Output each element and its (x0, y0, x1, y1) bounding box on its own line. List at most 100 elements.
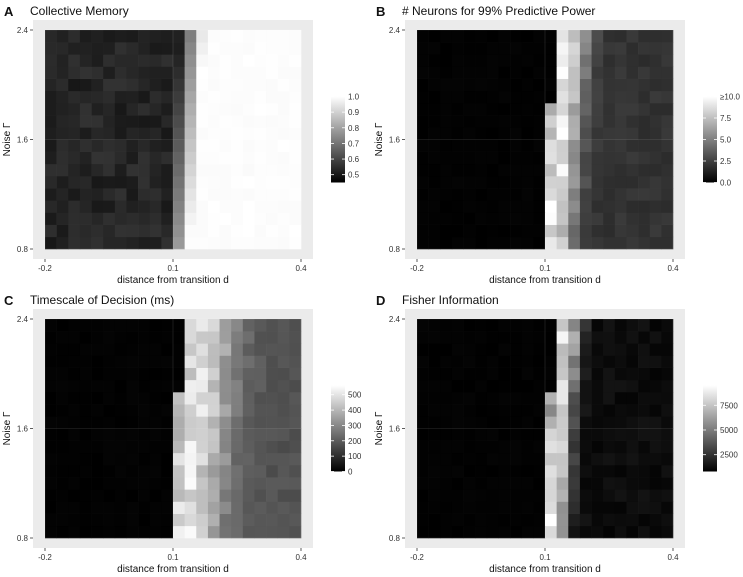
heatmap-cell (591, 78, 604, 92)
heatmap-cell (231, 66, 244, 79)
heatmap-cell (614, 379, 627, 393)
heatmap-cell (149, 501, 162, 514)
heatmap-cell (173, 501, 185, 514)
heatmap-cell (603, 163, 616, 177)
heatmap-cell (79, 440, 92, 454)
heatmap-cell (114, 404, 127, 417)
heatmap-cell (289, 66, 302, 79)
x-axis-title: distance from transition d (117, 275, 229, 286)
heatmap-cell (626, 477, 639, 490)
heatmap-cell (451, 42, 464, 55)
heatmap-cell (533, 392, 546, 405)
heatmap-cell (184, 465, 197, 478)
heatmap-cell (626, 224, 639, 238)
heatmap-cell (231, 501, 244, 514)
heatmap-cell (568, 465, 581, 478)
heatmap-cell (579, 452, 592, 466)
heatmap-cell (138, 489, 151, 502)
heatmap-cell (510, 78, 523, 92)
heatmap-cell (242, 224, 255, 238)
heatmap-cell (277, 489, 290, 502)
heatmap-cell (126, 54, 139, 67)
heatmap-cell (79, 90, 92, 104)
heatmap-cell (254, 416, 267, 429)
heatmap-cell (242, 343, 255, 356)
heatmap-cell (510, 30, 523, 43)
heatmap-cell (626, 163, 639, 177)
heatmap-cell (417, 188, 429, 201)
heatmap-cell (149, 343, 162, 356)
heatmap-cell (498, 151, 511, 165)
heatmap-cell (231, 465, 244, 478)
heatmap-cell (626, 78, 639, 92)
heatmap-cell (266, 176, 279, 189)
heatmap-cell (661, 163, 674, 177)
heatmap-cell (545, 452, 557, 466)
heatmap-cell (591, 42, 604, 55)
heatmap-cell (207, 54, 220, 67)
heatmap-cell (533, 236, 546, 250)
heatmap-cell (475, 42, 488, 55)
heatmap-cell (556, 331, 569, 344)
heatmap-cell (184, 343, 197, 356)
heatmap-cell (184, 188, 197, 201)
heatmap-cell (207, 525, 220, 539)
heatmap-cell (463, 151, 476, 165)
heatmap-cell (417, 78, 429, 92)
heatmap-cell (114, 452, 127, 466)
heatmap-cell (614, 176, 627, 189)
heatmap-cell (266, 452, 279, 466)
heatmap-cell (103, 163, 116, 177)
heatmap-cell (266, 236, 279, 250)
heatmap-cell (626, 30, 639, 43)
heatmap-cell (626, 404, 639, 417)
heatmap-cell (138, 501, 151, 514)
heatmap-cell (417, 319, 429, 332)
heatmap-cell (219, 78, 232, 92)
heatmap-cell (126, 90, 139, 104)
heatmap-cell (79, 103, 92, 116)
heatmap-cell (79, 151, 92, 165)
heatmap-cell (173, 392, 185, 405)
heatmap-cell (603, 151, 616, 165)
heatmap-cell (173, 513, 185, 527)
heatmap-cell (626, 139, 639, 152)
heatmap-cell (440, 477, 453, 490)
heatmap-cell (277, 176, 290, 189)
heatmap-cell (219, 331, 232, 344)
heatmap-cell (603, 200, 616, 213)
heatmap-cell (475, 489, 488, 502)
heatmap-cell (266, 212, 279, 225)
heatmap-cell (45, 465, 57, 478)
heatmap-cell (475, 404, 488, 417)
heatmap-cell (556, 224, 569, 238)
heatmap-cell (545, 139, 557, 152)
heatmap-cell (614, 78, 627, 92)
heatmap-cell (510, 115, 523, 128)
heatmap-cell (626, 66, 639, 79)
heatmap-cell (463, 163, 476, 177)
heatmap-cell (568, 139, 581, 152)
heatmap-cell (417, 440, 429, 454)
legend-label: 0.5 (348, 171, 360, 180)
heatmap-cell (638, 139, 651, 152)
heatmap-cell (498, 355, 511, 368)
heatmap-cell (196, 416, 209, 429)
panel-title: Timescale of Decision (ms) (30, 293, 175, 307)
heatmap-cell (440, 224, 453, 238)
heatmap-cell (126, 331, 139, 344)
heatmap-cell (103, 465, 116, 478)
heatmap-cell (289, 525, 302, 539)
heatmap-cell (126, 355, 139, 368)
heatmap-cell (68, 416, 81, 429)
heatmap-cell (428, 343, 441, 356)
heatmap-cell (417, 224, 429, 238)
heatmap-cell (114, 163, 127, 177)
heatmap-cell (91, 90, 104, 104)
heatmap-cell (428, 42, 441, 55)
heatmap-cell (614, 331, 627, 344)
heatmap-cell (289, 416, 302, 429)
heatmap-cell (289, 127, 302, 140)
heatmap-cell (417, 501, 429, 514)
heatmap-cell (556, 489, 569, 502)
